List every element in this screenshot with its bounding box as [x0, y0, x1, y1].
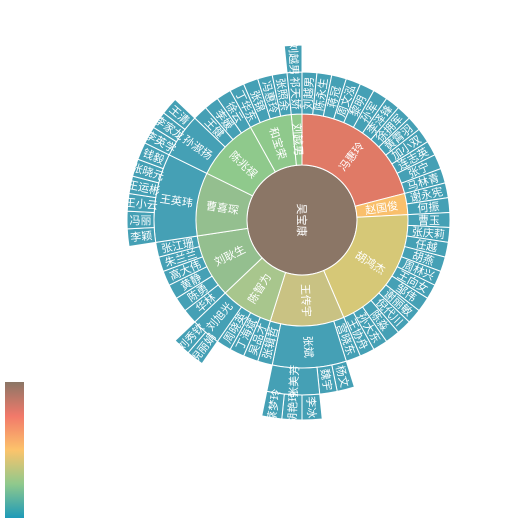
segment-label: 王英玮 — [159, 191, 194, 210]
segment-label: 魏宇 — [318, 368, 335, 392]
segment-label: 祁天娇 — [288, 76, 304, 110]
segment-label: 王传宇 — [298, 284, 313, 318]
segment-label: 张江珊 — [160, 236, 195, 255]
segment-label: 胡艳玲 — [285, 390, 301, 424]
segment-label: 蔡梦玲 — [265, 388, 283, 423]
segment-label: 冯丽 — [130, 214, 152, 227]
segment-label: 刘越男 — [301, 76, 317, 110]
segment-label: 曹喜琛 — [205, 199, 240, 217]
segment-label: 何振 — [417, 199, 440, 215]
segment-label: 李颖 — [130, 228, 153, 244]
segment-label: 刘越男 — [286, 42, 302, 76]
segment-label: 刘越男 — [290, 123, 306, 157]
segment-label: 王运彬 — [126, 178, 161, 197]
sunburst-segment[interactable] — [261, 390, 285, 420]
segment-label: 曹玉 — [418, 214, 440, 227]
segment-label: 李冰 — [304, 396, 319, 419]
sunburst-segments — [126, 44, 451, 421]
sunburst-segment[interactable] — [283, 44, 303, 74]
segment-label: 张照余 — [273, 77, 292, 112]
segment-label: 张斌 — [301, 336, 315, 359]
segment-label: 谢永宪 — [409, 184, 444, 204]
segment-label: 蒋冠 — [325, 85, 343, 110]
segment-label: 陈永生 — [312, 77, 331, 112]
sunburst-labels: 吴宝康冯惠玲刘越男陈永生蒋冠周文泓黎明孙军李泽锋徐拥军黄霄羽加小双连志英张宁马林… — [124, 42, 445, 424]
segment-label: 杨文 — [333, 364, 352, 389]
segment-label: 张美芳 — [286, 364, 302, 398]
segment-label: 胡燕 — [411, 248, 436, 268]
segment-label: 张庆莉 — [411, 224, 445, 241]
root-label: 吴宝康 — [295, 204, 309, 237]
segment-label: 任越 — [414, 236, 438, 254]
segment-label: 王小云 — [124, 196, 158, 212]
segment-label: 赵国俊 — [364, 198, 399, 217]
visual-map-legend[interactable] — [5, 382, 24, 518]
